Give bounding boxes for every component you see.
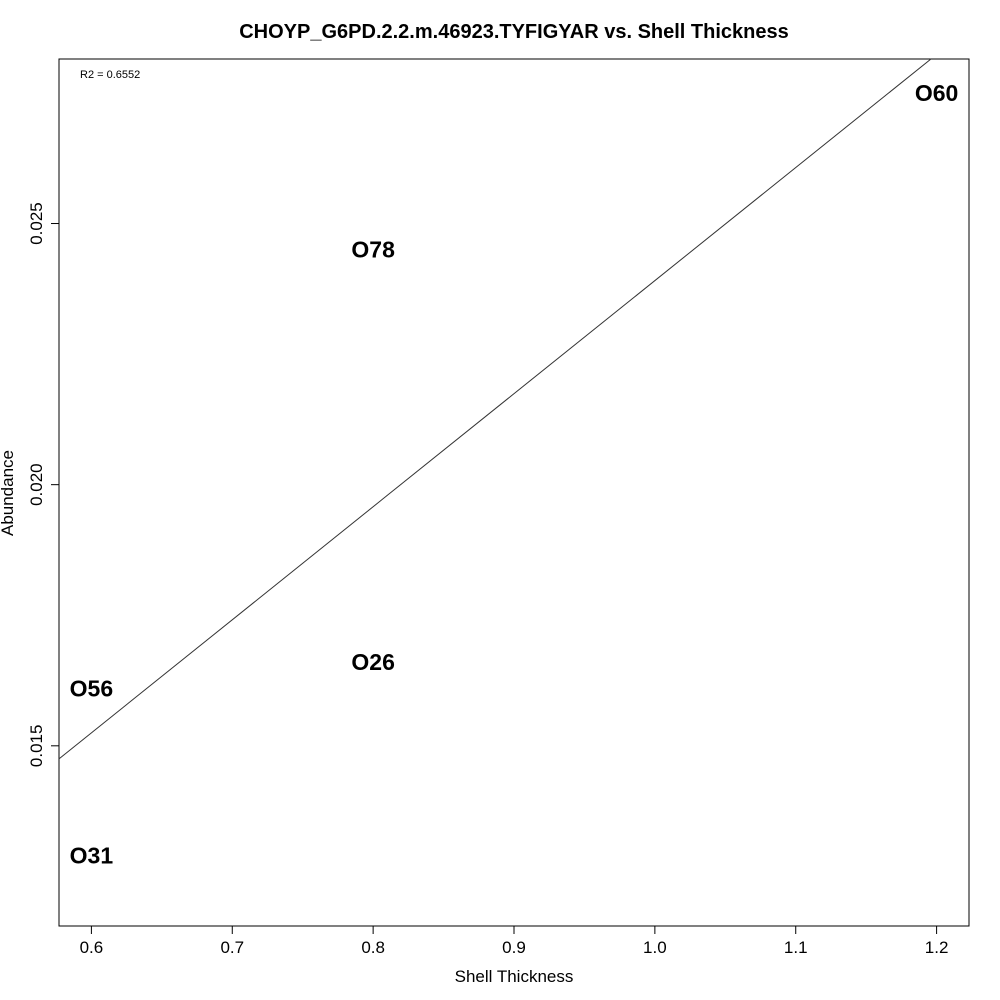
point-label-o78: O78: [351, 237, 395, 263]
x-tick-label: 0.7: [220, 938, 244, 957]
chart-title: CHOYP_G6PD.2.2.m.46923.TYFIGYAR vs. Shel…: [239, 21, 789, 43]
x-tick-label: 0.6: [80, 938, 104, 957]
x-axis: 0.6 0.7 0.8 0.9 1.0 1.1 1.2: [80, 926, 949, 957]
y-tick-label: 0.025: [27, 202, 46, 245]
point-label-o56: O56: [70, 675, 113, 701]
point-label-o26: O26: [351, 649, 394, 675]
x-axis-title: Shell Thickness: [455, 967, 574, 986]
regression-line: [58, 58, 932, 760]
point-label-o60: O60: [915, 80, 958, 106]
x-tick-label: 0.9: [502, 938, 526, 957]
x-tick-label: 1.0: [643, 938, 667, 957]
y-tick-label: 0.020: [27, 463, 46, 506]
plot-area: O60 O78 O26 O56 O31: [58, 58, 958, 868]
y-axis: 0.015 0.020 0.025: [27, 202, 59, 767]
point-label-o31: O31: [70, 842, 114, 868]
plot-frame: [58, 58, 970, 927]
y-tick-label: 0.015: [27, 725, 46, 768]
r2-annotation: R2 = 0.6552: [80, 69, 140, 81]
x-tick-label: 1.1: [784, 938, 808, 957]
x-tick-label: 0.8: [361, 938, 385, 957]
x-tick-label: 1.2: [925, 938, 949, 957]
y-axis-title: Abundance: [0, 450, 17, 536]
